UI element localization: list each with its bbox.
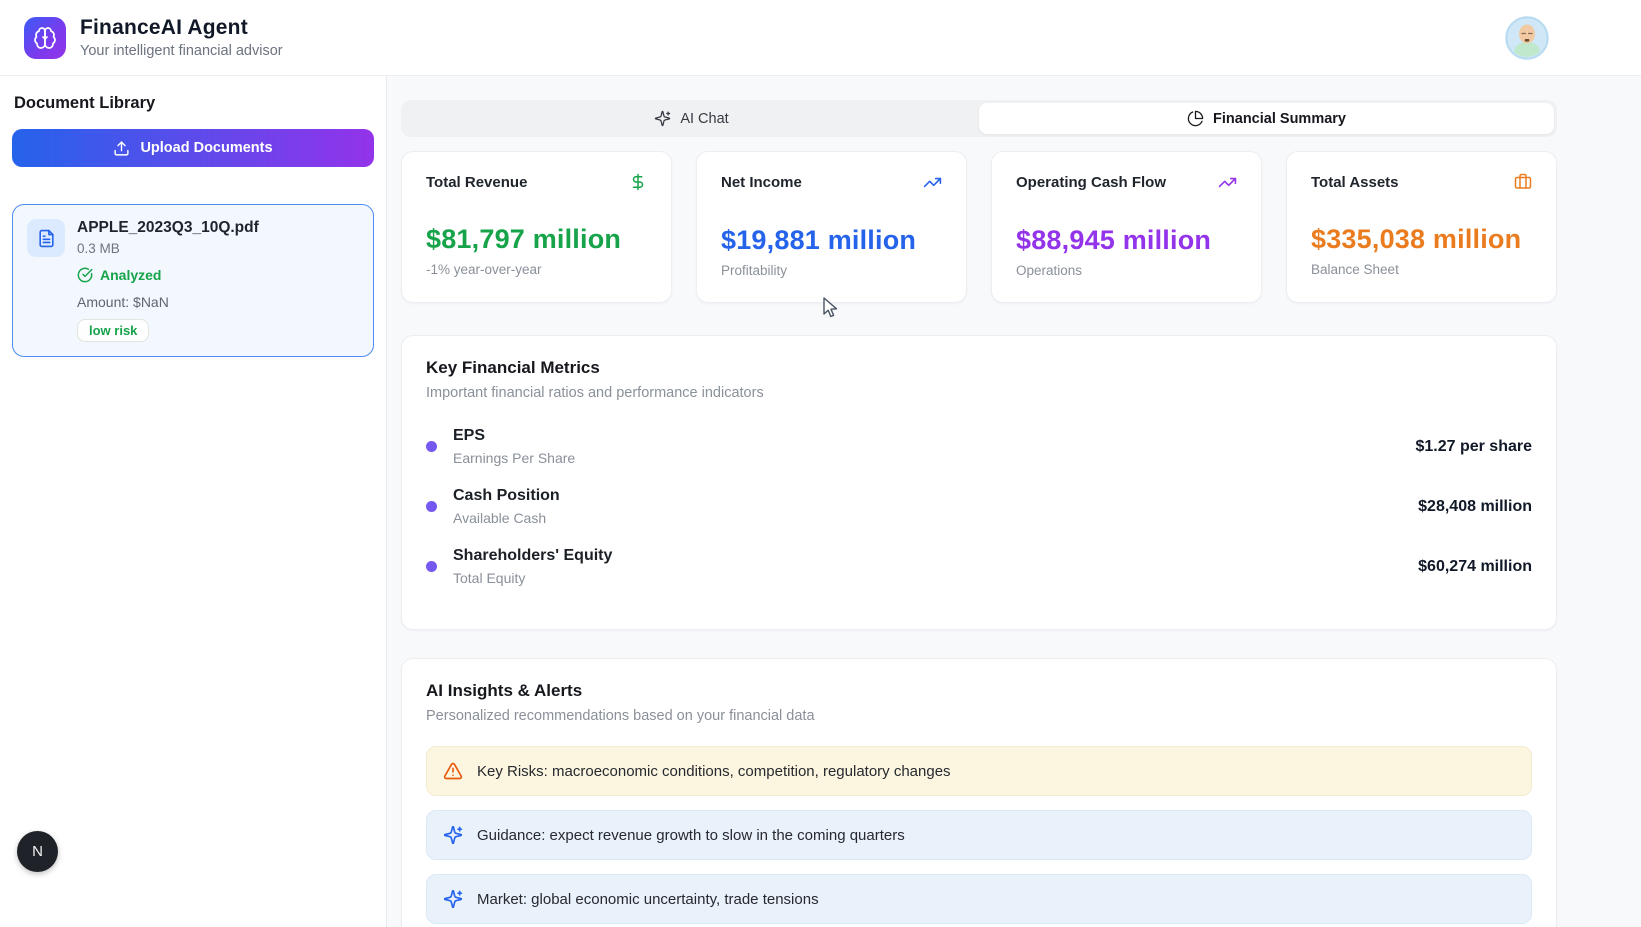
card-subtitle: -1% year-over-year xyxy=(426,262,542,277)
document-status: Analyzed xyxy=(77,267,259,283)
risk-badge: low risk xyxy=(77,319,150,342)
upload-icon xyxy=(113,140,130,157)
card-subtitle: Profitability xyxy=(721,263,788,278)
metric-label: Shareholders' Equity xyxy=(453,547,613,564)
document-library-sidebar: Document Library Upload Documents APPLE_… xyxy=(0,76,387,927)
metric-rows: EPS Earnings Per Share $1.27 per share C… xyxy=(426,427,1532,586)
page-title: FinanceAI Agent xyxy=(80,16,248,39)
card-value: $81,797 million xyxy=(426,224,622,254)
card-title: Total Revenue xyxy=(426,173,528,191)
document-card[interactable]: APPLE_2023Q3_10Q.pdf 0.3 MB Analyzed Amo… xyxy=(12,204,374,357)
pie-chart-icon xyxy=(1187,110,1204,127)
tab-ai-chat-label: AI Chat xyxy=(680,110,729,127)
alerts-list: Key Risks: macroeconomic conditions, com… xyxy=(426,746,1532,924)
trending-up-icon xyxy=(1218,173,1237,192)
tab-financial-summary-label: Financial Summary xyxy=(1213,110,1346,127)
metric-label: EPS xyxy=(453,427,486,444)
panel-title: Key Financial Metrics xyxy=(426,358,600,377)
ai-insights-panel: AI Insights & Alerts Personalized recomm… xyxy=(401,658,1557,927)
user-avatar[interactable] xyxy=(1505,15,1549,60)
panel-subtitle: Important financial ratios and performan… xyxy=(426,385,764,401)
card-subtitle: Balance Sheet xyxy=(1311,262,1399,277)
metric-row-eps: EPS Earnings Per Share $1.27 per share xyxy=(426,427,1532,466)
card-total-assets: Total Assets $335,038 million Balance Sh… xyxy=(1286,151,1557,303)
document-amount: Amount: $NaN xyxy=(77,294,169,310)
metric-sublabel: Earnings Per Share xyxy=(453,450,576,466)
metric-row-cash-position: Cash Position Available Cash $28,408 mil… xyxy=(426,487,1532,526)
app-header: FinanceAI Agent Your intelligent financi… xyxy=(0,0,1641,76)
alert-text: Market: global economic uncertainty, tra… xyxy=(477,890,819,908)
page-subtitle: Your intelligent financial advisor xyxy=(80,43,283,59)
document-filename: APPLE_2023Q3_10Q.pdf xyxy=(77,219,259,236)
card-title: Net Income xyxy=(721,174,802,191)
main-content: AI Chat Financial Summary Total Revenue xyxy=(387,76,1641,927)
bullet-icon xyxy=(426,441,437,452)
card-subtitle: Operations xyxy=(1016,263,1083,278)
upload-documents-button[interactable]: Upload Documents xyxy=(12,129,374,167)
tab-financial-summary[interactable]: Financial Summary xyxy=(979,103,1554,134)
brand: FinanceAI Agent Your intelligent financi… xyxy=(24,16,283,59)
card-title: Total Assets xyxy=(1311,173,1399,191)
key-financial-metrics-panel: Key Financial Metrics Important financia… xyxy=(401,335,1557,630)
card-operating-cash-flow: Operating Cash Flow $88,945 million Oper… xyxy=(991,151,1262,303)
file-text-icon xyxy=(27,219,65,257)
check-circle-icon xyxy=(77,267,93,283)
metric-row-shareholders-equity: Shareholders' Equity Total Equity $60,27… xyxy=(426,547,1532,586)
metric-label: Cash Position xyxy=(453,487,560,504)
metric-cards-row: Total Revenue $81,797 million -1% year-o… xyxy=(401,151,1557,303)
alert-guidance: Guidance: expect revenue growth to slow … xyxy=(426,810,1532,860)
metric-value: $60,274 million xyxy=(1418,557,1532,575)
tab-ai-chat[interactable]: AI Chat xyxy=(404,103,979,134)
card-value: $19,881 million xyxy=(721,225,917,255)
metric-value: $1.27 per share xyxy=(1415,437,1532,455)
alert-market: Market: global economic uncertainty, tra… xyxy=(426,874,1532,924)
card-net-income: Net Income $19,881 million Profitability xyxy=(696,151,967,303)
metric-sublabel: Available Cash xyxy=(453,510,547,526)
card-value: $335,038 million xyxy=(1311,224,1522,254)
alert-text: Guidance: expect revenue growth to slow … xyxy=(477,826,905,844)
view-tabs: AI Chat Financial Summary xyxy=(401,100,1557,137)
sidebar-title: Document Library xyxy=(14,94,156,112)
document-status-label: Analyzed xyxy=(100,267,162,283)
alert-triangle-icon xyxy=(443,761,463,781)
panel-subtitle: Personalized recommendations based on yo… xyxy=(426,708,815,724)
sparkles-icon xyxy=(443,889,463,909)
sparkles-icon xyxy=(654,110,671,127)
briefcase-icon xyxy=(1514,173,1532,191)
document-size: 0.3 MB xyxy=(77,241,120,256)
sparkles-icon xyxy=(443,825,463,845)
bullet-icon xyxy=(426,501,437,512)
dollar-sign-icon xyxy=(629,173,647,191)
alert-text: Key Risks: macroeconomic conditions, com… xyxy=(477,762,951,780)
card-total-revenue: Total Revenue $81,797 million -1% year-o… xyxy=(401,151,672,303)
upload-button-label: Upload Documents xyxy=(140,140,273,156)
alert-key-risks: Key Risks: macroeconomic conditions, com… xyxy=(426,746,1532,796)
metric-sublabel: Total Equity xyxy=(453,570,526,586)
n-floating-button[interactable]: N xyxy=(17,831,58,872)
card-value: $88,945 million xyxy=(1016,225,1212,255)
card-title: Operating Cash Flow xyxy=(1016,174,1167,191)
panel-title: AI Insights & Alerts xyxy=(426,681,583,700)
metric-value: $28,408 million xyxy=(1418,497,1532,515)
brain-icon xyxy=(24,16,66,59)
bullet-icon xyxy=(426,561,437,572)
trending-up-icon xyxy=(923,173,942,192)
